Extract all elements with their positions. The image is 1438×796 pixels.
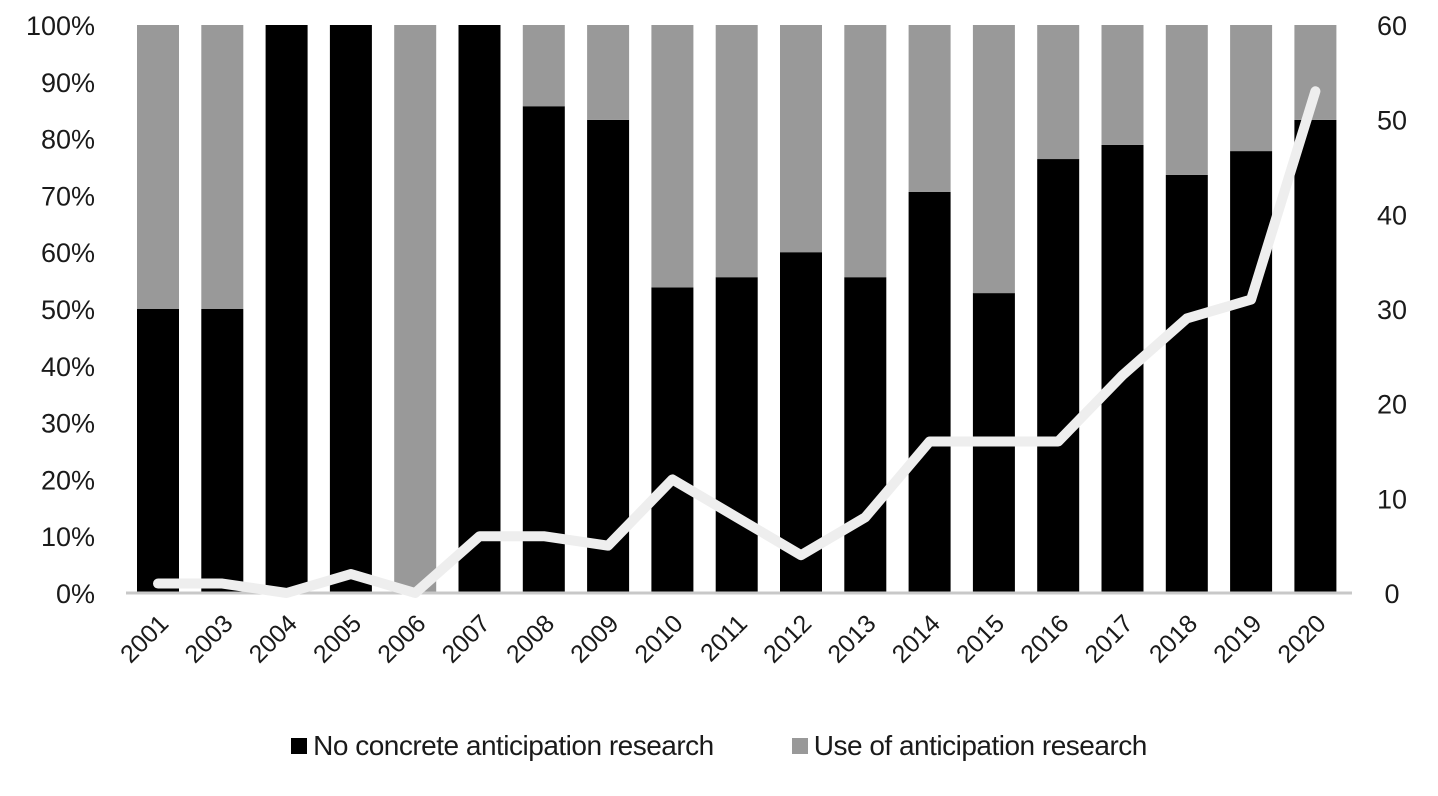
bars [137, 25, 1337, 593]
x-tick-label: 2007 [437, 609, 496, 668]
bar-no-concrete [908, 191, 951, 593]
x-tick-label: 2016 [1015, 609, 1074, 668]
legend: No concrete anticipation research Use of… [0, 730, 1438, 762]
bar-use-of [201, 25, 244, 309]
y-left-tick-label: 100% [26, 11, 95, 41]
bar-no-concrete [1037, 159, 1080, 593]
bar-use-of [394, 25, 437, 593]
x-tick-label: 2008 [501, 609, 560, 668]
bar-use-of [1101, 25, 1144, 145]
bar-no-concrete [715, 277, 758, 593]
y-right-tick-label: 50 [1377, 106, 1407, 136]
bar-use-of [908, 25, 951, 192]
bar-use-of [651, 25, 694, 288]
y-right-tick-label: 20 [1377, 390, 1407, 420]
bar-no-concrete [1230, 151, 1273, 593]
bar-no-concrete [137, 309, 179, 593]
y-axis-right: 0 10 20 30 40 50 60 [1377, 11, 1407, 609]
bar-use-of [522, 25, 565, 107]
legend-item-no-concrete: No concrete anticipation research [291, 730, 714, 762]
y-right-tick-label: 0 [1384, 579, 1399, 609]
x-tick-label: 2011 [695, 609, 753, 667]
x-axis-labels: 2001 2003 2004 2005 2006 2007 2008 2009 2010 2011… [115, 609, 1332, 668]
bar-no-concrete [522, 106, 565, 593]
bar-use-of [844, 25, 887, 278]
legend-label: Use of anticipation research [813, 730, 1148, 761]
y-right-tick-label: 40 [1377, 200, 1407, 230]
y-axis-left: 0% 10% 20% 30% 40% 50% 60% 70% 80% 90% 100% [26, 11, 95, 609]
x-tick-label: 2020 [1273, 609, 1332, 668]
y-left-tick-label: 90% [41, 68, 95, 98]
legend-label: No concrete anticipation research [313, 730, 714, 761]
x-tick-label: 2006 [372, 609, 431, 668]
y-left-tick-label: 40% [41, 352, 95, 382]
x-tick-label: 2005 [308, 609, 367, 668]
bar-use-of [1230, 25, 1273, 152]
x-tick-label: 2018 [1144, 609, 1203, 668]
bar-use-of [715, 25, 758, 278]
y-left-tick-label: 10% [41, 522, 95, 552]
bar-use-of [137, 25, 179, 309]
bar-no-concrete [651, 287, 694, 593]
x-tick-label: 2003 [179, 609, 238, 668]
bar-no-concrete [201, 309, 244, 593]
y-left-tick-label: 30% [41, 409, 95, 439]
bar-use-of [780, 25, 822, 253]
bar-no-concrete [1294, 119, 1337, 593]
y-right-tick-label: 10 [1377, 484, 1407, 514]
y-left-tick-label: 50% [41, 295, 95, 325]
x-tick-label: 2017 [1080, 609, 1139, 668]
bar-use-of [587, 25, 630, 120]
x-tick-label: 2019 [1208, 609, 1267, 668]
x-tick-label: 2015 [951, 609, 1010, 668]
bar-use-of [972, 25, 1015, 294]
bar-no-concrete [1165, 174, 1208, 593]
count-line [153, 86, 1321, 598]
bar-use-of [1037, 25, 1080, 160]
y-left-tick-label: 0% [56, 579, 95, 609]
bar-no-concrete [780, 252, 822, 593]
y-left-tick-label: 70% [41, 181, 95, 211]
legend-swatch-gray-icon [791, 738, 808, 754]
bar-no-concrete [265, 25, 308, 593]
x-tick-label: 2009 [565, 609, 624, 668]
bar-no-concrete [844, 277, 887, 593]
x-tick-label: 2013 [822, 609, 881, 668]
x-tick-label: 2012 [758, 609, 817, 668]
x-tick-label: 2004 [244, 609, 303, 668]
y-left-tick-label: 80% [41, 125, 95, 155]
x-tick-label: 2014 [887, 609, 946, 668]
legend-item-use-of: Use of anticipation research [791, 730, 1148, 762]
bar-use-of [1165, 25, 1208, 175]
legend-swatch-black-icon [291, 738, 308, 754]
y-right-tick-label: 60 [1377, 11, 1407, 41]
y-right-tick-label: 30 [1377, 295, 1407, 325]
bar-no-concrete [329, 25, 372, 593]
bar-no-concrete [587, 119, 630, 593]
y-left-tick-label: 20% [41, 465, 95, 495]
x-tick-label: 2010 [630, 609, 689, 668]
x-tick-label: 2001 [115, 609, 174, 668]
y-left-tick-label: 60% [41, 238, 95, 268]
bar-no-concrete [458, 25, 501, 593]
